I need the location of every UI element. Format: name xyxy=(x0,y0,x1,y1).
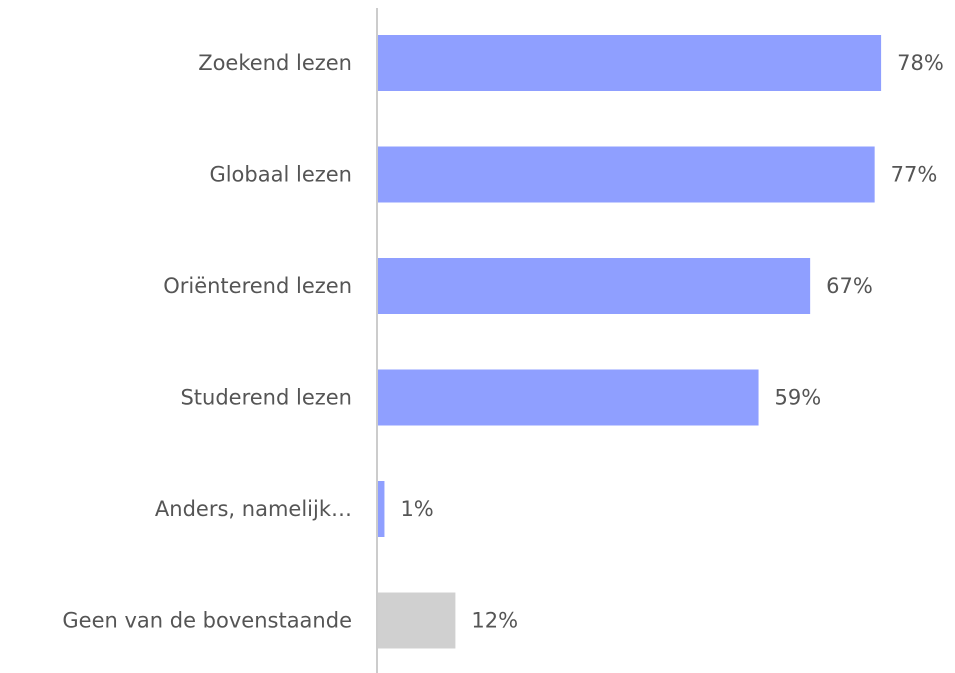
bar xyxy=(378,146,875,203)
bar xyxy=(378,481,385,537)
category-label: Studerend lezen xyxy=(180,386,352,410)
bar xyxy=(378,35,882,91)
value-label: 1% xyxy=(400,497,433,521)
value-label: 12% xyxy=(471,609,518,633)
value-label: 77% xyxy=(891,163,938,187)
value-label: 78% xyxy=(897,51,944,75)
category-label: Globaal lezen xyxy=(209,163,352,187)
category-label: Zoekend lezen xyxy=(198,51,352,75)
bar xyxy=(378,369,759,426)
value-label: 67% xyxy=(826,274,873,298)
category-label: Anders, namelijk… xyxy=(155,497,352,521)
bar xyxy=(378,258,811,314)
bar xyxy=(378,592,456,649)
category-label: Oriënterend lezen xyxy=(163,274,352,298)
category-label: Geen van de bovenstaande xyxy=(62,609,352,633)
value-label: 59% xyxy=(775,386,822,410)
